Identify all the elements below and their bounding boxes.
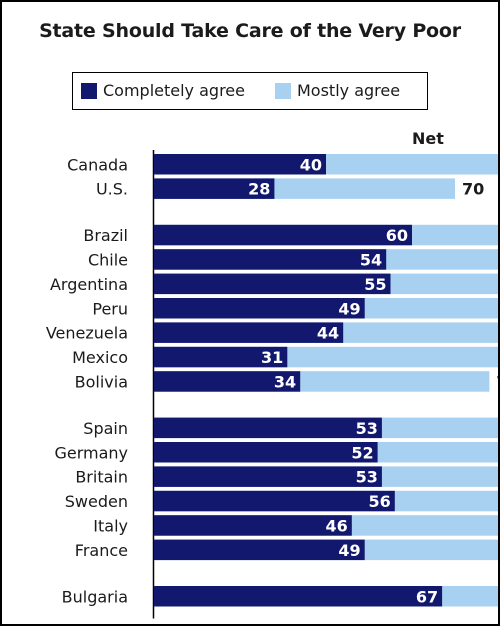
bar-completely-peru bbox=[154, 298, 365, 319]
bar-completely-chile bbox=[154, 249, 387, 270]
country-label-u-s: U.S. bbox=[96, 180, 128, 199]
country-label-venezuela: Venezuela bbox=[46, 324, 128, 343]
bar-completely-venezuela bbox=[154, 322, 344, 343]
bar-completely-france bbox=[154, 539, 365, 561]
bar-completely-argentina bbox=[154, 273, 391, 295]
legend-swatch-mostly-agree bbox=[275, 83, 291, 99]
value-label-completely-sweden: 56 bbox=[369, 492, 391, 511]
value-label-completely-chile: 54 bbox=[360, 250, 382, 269]
value-label-completely-bulgaria: 67 bbox=[416, 587, 438, 606]
legend: Completely agree Mostly agree bbox=[72, 72, 428, 110]
legend-label-completely-agree: Completely agree bbox=[103, 81, 245, 100]
value-label-completely-germany: 52 bbox=[351, 443, 373, 462]
country-label-germany: Germany bbox=[54, 443, 128, 462]
country-label-britain: Britain bbox=[75, 468, 128, 487]
country-label-brazil: Brazil bbox=[83, 226, 128, 245]
legend-label-mostly-agree: Mostly agree bbox=[297, 81, 401, 100]
bar-completely-bulgaria bbox=[154, 586, 443, 607]
country-label-chile: Chile bbox=[88, 250, 128, 269]
bar-completely-u-s bbox=[154, 178, 275, 199]
country-label-italy: Italy bbox=[93, 516, 128, 535]
value-label-completely-britain: 53 bbox=[356, 468, 378, 487]
bar-completely-mexico bbox=[154, 346, 288, 368]
value-label-completely-france: 49 bbox=[338, 541, 360, 560]
value-label-net-bolivia: 78 bbox=[496, 372, 498, 391]
value-label-completely-venezuela: 44 bbox=[317, 324, 339, 343]
value-label-completely-bolivia: 34 bbox=[274, 372, 296, 391]
value-label-completely-italy: 46 bbox=[326, 516, 348, 535]
country-label-bulgaria: Bulgaria bbox=[62, 587, 128, 606]
net-column-header: Net bbox=[412, 129, 444, 148]
bar-completely-germany bbox=[154, 442, 378, 463]
value-label-completely-u-s: 28 bbox=[248, 180, 270, 199]
value-label-completely-canada: 40 bbox=[300, 155, 322, 174]
country-label-france: France bbox=[75, 541, 128, 560]
bar-completely-bolivia bbox=[154, 371, 301, 392]
bar-completely-britain bbox=[154, 466, 382, 487]
country-label-peru: Peru bbox=[92, 299, 128, 318]
value-label-completely-mexico: 31 bbox=[261, 348, 283, 367]
country-label-argentina: Argentina bbox=[50, 275, 128, 294]
chart-title: State Should Take Care of the Very Poor bbox=[39, 20, 461, 42]
legend-swatch-completely-agree bbox=[81, 83, 97, 99]
value-label-completely-spain: 53 bbox=[356, 419, 378, 438]
country-label-bolivia: Bolivia bbox=[75, 372, 128, 391]
value-label-completely-brazil: 60 bbox=[386, 226, 408, 245]
bar-completely-spain bbox=[154, 417, 382, 439]
country-label-canada: Canada bbox=[67, 155, 128, 174]
bar-completely-sweden bbox=[154, 490, 395, 512]
bar-completely-canada bbox=[154, 154, 326, 175]
country-label-spain: Spain bbox=[83, 419, 128, 438]
value-label-completely-argentina: 55 bbox=[364, 275, 386, 294]
value-label-completely-peru: 49 bbox=[338, 299, 360, 318]
bar-completely-brazil bbox=[154, 224, 412, 246]
bar-completely-italy bbox=[154, 515, 352, 536]
country-label-mexico: Mexico bbox=[72, 348, 128, 367]
value-label-net-u-s: 70 bbox=[462, 180, 484, 199]
country-label-sweden: Sweden bbox=[65, 492, 128, 511]
